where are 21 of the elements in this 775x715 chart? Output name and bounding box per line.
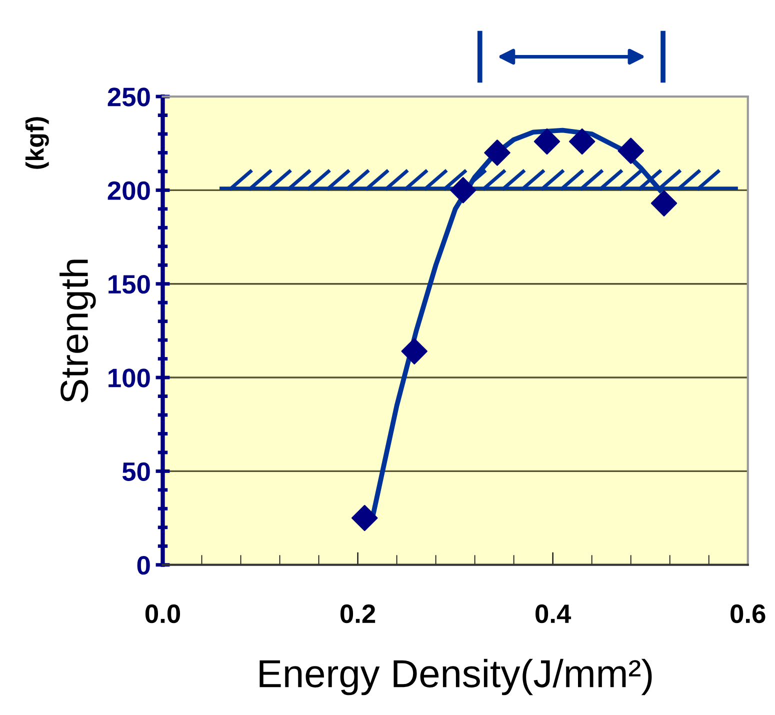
y-tick-label: 200 [108,181,150,200]
y-tick-label: 150 [108,274,150,294]
text: (kgf) [25,117,49,169]
y-tick-label: 100 [108,368,150,388]
point [650,190,678,216]
x-tick-label: 0.2 [340,604,376,624]
x-tick-label: 0.4 [536,604,572,624]
x-tick-label: 0.0 [145,604,180,624]
x-tick-label: 0.6 [730,604,766,624]
point [618,138,644,164]
y-axis-title: Strength [60,260,96,402]
point [401,338,428,364]
point [568,128,596,155]
point [484,140,510,166]
y-tick-label: 250 [108,88,150,106]
y-tick-label: 50 [122,462,150,482]
y-tick-label: 0 [137,556,150,575]
point [450,177,476,204]
x-axis-title: Energy Density(J/mm²) [260,658,652,696]
point [534,128,560,155]
point [352,504,378,532]
